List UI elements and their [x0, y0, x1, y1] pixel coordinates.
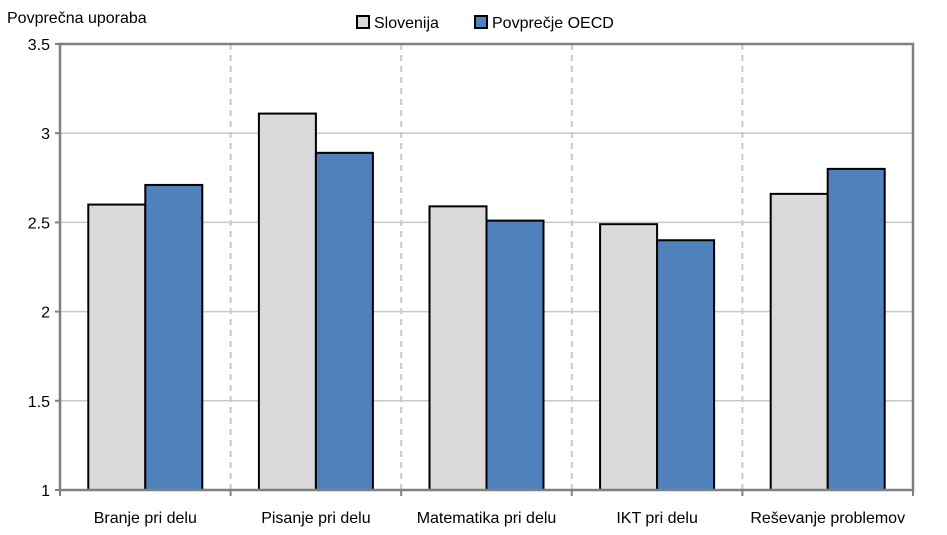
y-tick-label: 2: [41, 305, 50, 322]
bar-povprecje-oecd: [314, 151, 374, 491]
legend-swatch-povprecje-oecd: [474, 15, 488, 29]
bar-slovenija: [257, 112, 317, 492]
bar-povprecje-oecd: [656, 239, 716, 491]
legend: Slovenija Povprečje OECD: [356, 15, 614, 32]
y-tick-label: 3.5: [28, 37, 50, 54]
y-tick-label: 1.5: [28, 394, 50, 411]
x-tick-label: Matematika pri delu: [417, 510, 557, 527]
x-tick-label: IKT pri delu: [616, 510, 698, 527]
x-tick-label: Branje pri delu: [94, 510, 197, 527]
x-tick-label: Reševanje problemov: [750, 510, 905, 527]
x-tick-label: Pisanje pri delu: [261, 510, 370, 527]
bar-povprecje-oecd: [826, 167, 886, 491]
y-tick-label: 3: [41, 126, 50, 143]
legend-label-slovenija: Slovenija: [374, 15, 439, 32]
bar-povprecje-oecd: [485, 219, 545, 491]
bar-slovenija: [769, 192, 829, 492]
y-tick-label: 1: [41, 483, 50, 500]
bar-slovenija: [599, 223, 659, 492]
y-axis-label: Povprečna uporaba: [7, 10, 147, 27]
bar-povprecje-oecd: [144, 183, 204, 491]
bar-slovenija: [428, 205, 488, 491]
y-tick-label: 2.5: [28, 215, 50, 232]
bar-slovenija: [87, 203, 147, 491]
legend-swatch-slovenija: [356, 15, 370, 29]
legend-label-povprecje-oecd: Povprečje OECD: [492, 15, 614, 32]
plot-frame: [58, 42, 915, 492]
